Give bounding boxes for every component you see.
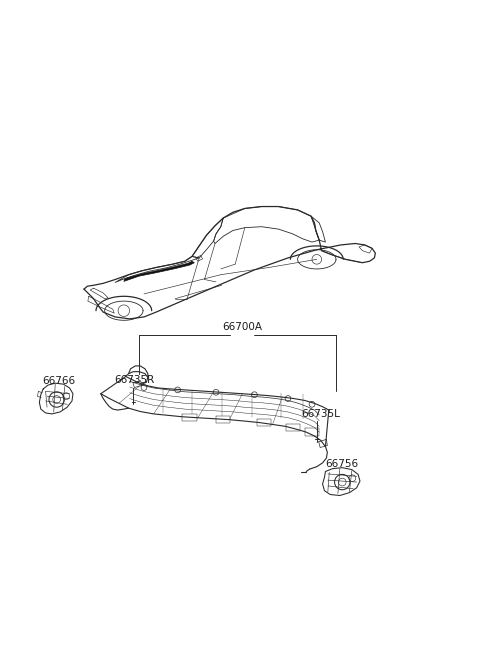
Text: 66735L: 66735L: [301, 409, 340, 419]
Text: 66766: 66766: [42, 376, 75, 386]
Polygon shape: [124, 261, 194, 282]
Text: 66756: 66756: [325, 459, 359, 469]
Text: 66700A: 66700A: [222, 322, 263, 332]
Text: 66735R: 66735R: [114, 375, 155, 385]
